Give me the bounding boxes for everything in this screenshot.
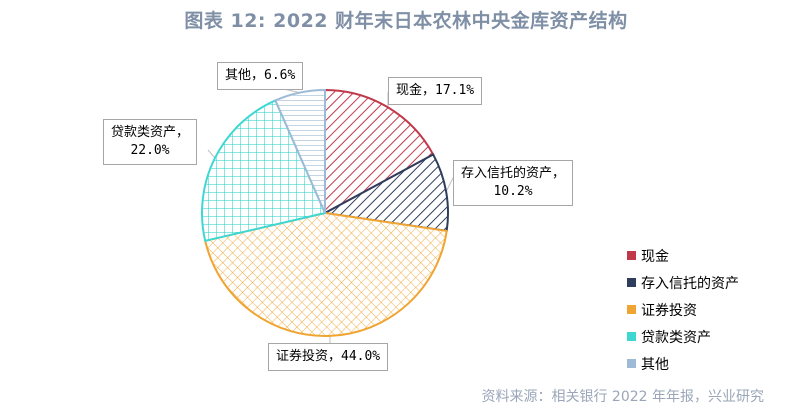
data-label-other: 其他，6.6% (217, 62, 304, 90)
data-label-cash: 现金，17.1% (388, 77, 483, 105)
leader-line-trust-assets (445, 177, 454, 192)
legend-swatch-cash (626, 250, 637, 261)
data-label-securities: 证券投资，44.0% (268, 343, 389, 371)
legend-item-securities: 证券投资 (626, 296, 739, 323)
chart-title: 图表 12: 2022 财年末日本农林中央金库资产结构 (184, 10, 628, 32)
legend-swatch-other (626, 358, 637, 369)
leader-line-loans (207, 149, 216, 159)
legend-swatch-trust-assets (626, 277, 637, 288)
data-label-loans: 贷款类资产， 22.0% (103, 119, 198, 165)
data-label-trust-assets: 存入信托的资产， 10.2% (453, 160, 574, 206)
legend-label: 证券投资 (641, 302, 697, 319)
legend-label: 存入信托的资产 (641, 275, 739, 292)
legend-item-cash: 现金 (626, 242, 739, 269)
legend-label: 现金 (641, 248, 669, 265)
pie-slice-trust-assets (321, 153, 450, 233)
legend: 现金 存入信托的资产 证券投资 贷款类资产 其他 (626, 242, 739, 377)
legend-label: 其他 (641, 356, 669, 373)
pie-slice-other (274, 88, 326, 214)
legend-swatch-securities (626, 304, 637, 315)
legend-item-trust-assets: 存入信托的资产 (626, 269, 739, 296)
pie-slice-cash (324, 88, 435, 215)
legend-item-other: 其他 (626, 350, 739, 377)
source-note: 资料来源：相关银行 2022 年年报，兴业研究 (481, 389, 764, 405)
legend-label: 贷款类资产 (641, 329, 711, 346)
legend-item-loans: 贷款类资产 (626, 323, 739, 350)
pie-slice-loans (201, 99, 327, 243)
legend-swatch-loans (626, 331, 637, 342)
pie-slice-securities (203, 211, 448, 338)
